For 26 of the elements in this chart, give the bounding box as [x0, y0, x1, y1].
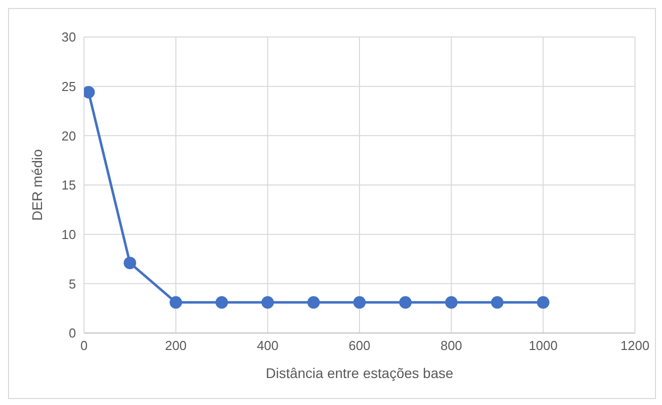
point: [307, 296, 320, 309]
x-tick-label: 800: [440, 338, 462, 354]
x-tick-label: 400: [256, 338, 279, 354]
point: [445, 296, 458, 309]
x-axis-title: Distância entre estações base: [266, 365, 454, 381]
point: [536, 296, 550, 309]
x-tick-label: 0: [80, 338, 88, 354]
point: [261, 296, 274, 309]
y-tick-label: 30: [62, 30, 76, 45]
y-tick-label: 5: [68, 276, 76, 292]
point: [124, 256, 136, 270]
y-axis-title: DER médio: [28, 149, 45, 221]
y-tick-label: 10: [62, 226, 76, 242]
point: [170, 296, 182, 309]
y-tick-label: 20: [62, 128, 76, 144]
point: [491, 296, 504, 309]
x-tick-label: 1200: [620, 338, 650, 354]
y-tick-label: 25: [62, 78, 76, 94]
x-tick-label: 1000: [528, 338, 558, 354]
y-tick-label: 0: [68, 326, 76, 341]
point: [216, 296, 228, 309]
y-tick-label: 15: [62, 178, 76, 193]
x-tick-label: 200: [164, 338, 187, 354]
point: [399, 296, 412, 309]
point: [353, 296, 366, 309]
x-tick-label: 600: [348, 338, 370, 354]
